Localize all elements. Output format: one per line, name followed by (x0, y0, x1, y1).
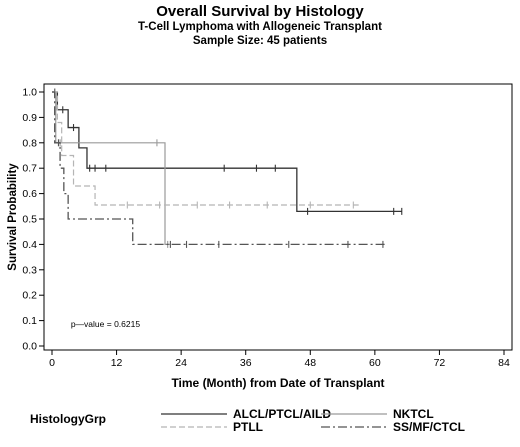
x-tick-label: 48 (304, 357, 316, 369)
chart-subtitle: T-Cell Lymphoma with Allogeneic Transpla… (138, 21, 382, 33)
y-axis-label: Survival Probability (7, 163, 19, 271)
x-tick-label: 60 (369, 357, 381, 369)
sample-size: Sample Size: 45 patients (192, 35, 328, 47)
y-tick-label: 0.9 (22, 112, 37, 124)
legend-label: PTLL (233, 420, 263, 434)
legend-title: HistologyGrp (30, 412, 106, 426)
series-line-0 (52, 91, 402, 213)
y-tick-label: 1.0 (22, 87, 37, 99)
legend: HistologyGrp ALCL/PTCL/AILD NKTCL PTLL SS/M… (30, 407, 465, 434)
x-tick-label: 24 (175, 357, 187, 369)
survival-curves (52, 88, 403, 248)
series-line-3 (52, 91, 386, 246)
y-tick-label: 0.7 (22, 163, 37, 175)
legend-label: NKTCL (393, 407, 434, 421)
y-tick-label: 0.6 (22, 188, 37, 200)
legend-label: ALCL/PTCL/AILD (233, 407, 331, 421)
x-tick-label: 12 (111, 357, 123, 369)
legend-label: SS/MF/CTCL (393, 420, 465, 434)
y-tick-label: 0.4 (22, 239, 37, 251)
y-tick-label: 0.2 (22, 290, 37, 302)
series-line-2 (52, 91, 359, 206)
plot-frame (43, 83, 513, 351)
x-tick-label: 36 (240, 357, 252, 369)
y-axis: 0.0 0.1 0.2 0.3 0.4 0.5 0.6 0.7 0.8 0.9 1.0 (22, 87, 44, 353)
x-tick-label: 0 (49, 357, 55, 369)
p-value-annotation: p—value = 0.6215 (71, 319, 141, 329)
x-tick-label: 84 (498, 357, 510, 369)
y-tick-label: 0.0 (22, 341, 37, 353)
y-tick-label: 0.8 (22, 137, 37, 149)
x-axis: 0 12 24 36 48 60 72 84 (49, 350, 510, 369)
x-tick-label: 72 (434, 357, 446, 369)
chart-title: Overall Survival by Histology (156, 3, 364, 20)
y-tick-label: 0.3 (22, 264, 37, 276)
y-tick-label: 0.5 (22, 214, 37, 226)
x-axis-label: Time (Month) from Date of Transplant (171, 376, 384, 390)
y-tick-label: 0.1 (22, 315, 37, 327)
